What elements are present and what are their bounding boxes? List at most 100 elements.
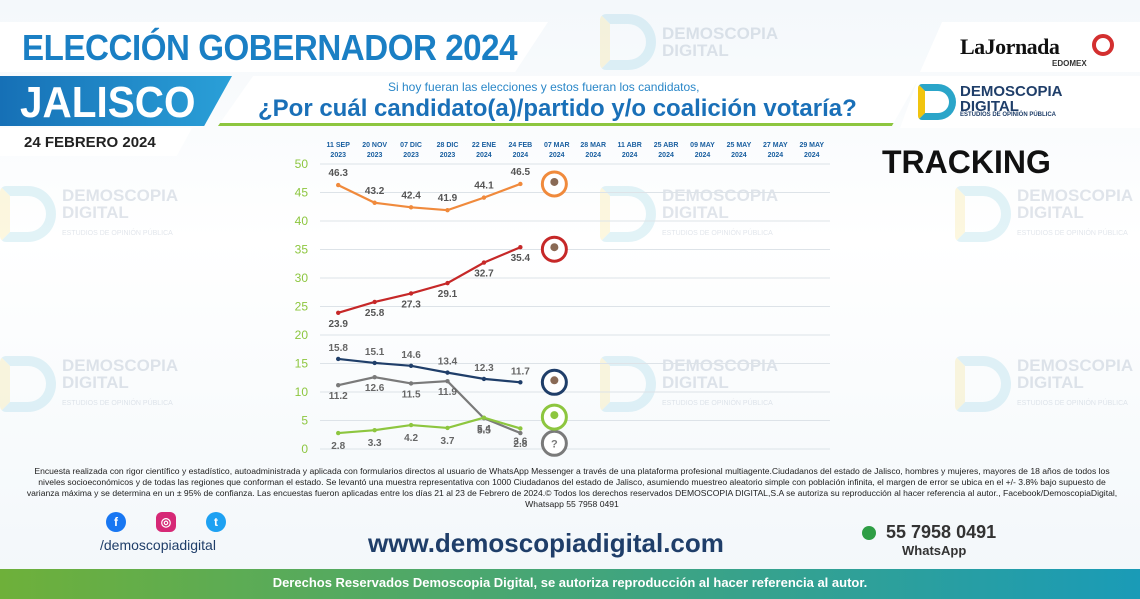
website-link[interactable]: www.demoscopiadigital.com [368,528,724,558]
data-label: 5.4 [477,424,491,435]
jornada-logo: LaJornada [960,34,1060,59]
series-line [337,246,521,314]
series-line [338,357,521,384]
x-tick-label: 25 MAY [727,142,752,149]
data-point [518,430,523,436]
footer-bar [0,569,1140,599]
watermark: DEMOSCOPIA DIGITAL ESTUDIOS DE OPINIÓN PÚB… [600,186,778,242]
whatsapp-icon [862,526,876,540]
avatar-head [550,177,559,186]
data-point [445,207,450,213]
state-band [0,76,232,126]
data-label: 11.7 [511,366,530,377]
data-label: 15.1 [365,347,385,358]
data-point [372,299,377,305]
data-point [336,430,341,436]
data-label: 46.3 [328,168,348,179]
watermark: DEMOSCOPIA DIGITAL ESTUDIOS DE OPINIÓN PÚB… [600,356,778,412]
date-band [0,128,192,156]
question-title: ¿Por cuál candidato(a)/partido y/o coali… [258,95,857,122]
data-point [336,356,341,362]
demoscopia-logo-text: DEMOSCOPIA DIGITAL [960,83,1063,115]
y-tick-label: 5 [301,414,308,428]
x-tick-label: 09 MAY [690,142,715,149]
data-label: 42.4 [401,190,421,201]
x-tick-label: 2024 [585,152,601,159]
watermark-logo-icon [600,186,656,242]
jornada-emblem-icon [1092,34,1114,56]
x-tick-label: 2024 [804,152,820,159]
y-tick-label: 50 [295,157,309,171]
data-point [481,376,487,382]
x-tick-label: 28 DIC [437,142,459,149]
whatsapp-phone[interactable]: 55 7958 0491 [886,522,997,542]
x-tick-label: 2024 [768,152,784,159]
data-label: 14.6 [401,350,421,361]
data-label: 5.5 [477,426,491,437]
social-handle[interactable]: /demoscopiadigital [100,537,216,553]
x-tick-label: 2023 [440,152,456,159]
state-name: JALISCO [20,78,196,127]
data-point [408,291,414,296]
page-title: ELECCIÓN GOBERNADOR 2024 [22,27,518,68]
x-tick-label: 2024 [513,152,529,159]
data-point [518,426,523,431]
y-tick-label: 20 [295,328,309,342]
y-tick-label: 30 [295,271,309,285]
data-point [518,245,523,250]
watermark-logo-icon [0,356,56,412]
x-tick-label: 2023 [403,152,419,159]
data-label: 11.2 [329,391,348,402]
facebook-icon[interactable]: f [106,512,126,532]
x-tick-label: 11 ABR [618,142,642,149]
x-tick-label: 2024 [731,152,747,159]
twitter-icon[interactable]: t [206,512,226,532]
data-label: 15.8 [328,343,348,354]
y-tick-label: 25 [295,300,309,314]
x-tick-label: 2024 [622,152,638,159]
data-point [481,195,487,200]
watermark: DEMOSCOPIA DIGITAL ESTUDIOS DE OPINIÓN PÚB… [955,356,1133,412]
data-point [336,382,341,388]
data-point [372,200,377,205]
data-label: 13.4 [438,357,458,368]
data-label: 35.4 [511,253,531,264]
data-label: 23.9 [328,319,348,330]
y-tick-label: 35 [295,243,309,257]
x-tick-label: 22 ENE [472,142,496,149]
data-label: 3.6 [513,436,527,447]
data-label: 46.5 [511,167,531,178]
question-mark-glyph: ? [551,438,558,450]
data-point [372,360,377,366]
data-point [481,415,487,420]
watermark: DEMOSCOPIA DIGITAL [600,14,778,70]
series-line [337,376,521,435]
instagram-icon[interactable]: ◎ [156,512,176,532]
demoscopia-logo-icon [918,84,956,120]
data-point [445,425,450,431]
data-label: 29.1 [438,289,458,300]
data-label: 12.6 [365,383,385,394]
whatsapp-label: WhatsApp [902,543,967,558]
watermark-logo-icon [600,14,656,70]
x-tick-label: 27 MAY [763,142,788,149]
data-point [518,380,523,385]
x-tick-label: 20 NOV [362,142,387,149]
data-point [445,378,450,384]
data-label: 11.9 [438,387,457,398]
watermark-logo-icon [600,356,656,412]
data-label: 25.8 [365,308,385,319]
x-tick-label: 29 MAY [799,142,824,149]
data-point [481,260,487,265]
x-tick-label: 2023 [367,152,383,159]
demoscopia-logo-tag: ESTUDIOS DE OPINIÓN PÚBLICA [960,112,1057,118]
methodology-note: Encuesta realizada con rigor científico … [26,466,1118,509]
y-tick-label: 15 [295,357,309,371]
data-label: 27.3 [401,299,421,310]
x-tick-label: 2024 [695,152,711,159]
footer-rights: Derechos Reservados Demoscopia Digital, … [272,575,868,590]
tracking-label: TRACKING [882,144,1051,180]
avatar-head [550,243,559,252]
series-line [337,182,521,212]
data-point [336,310,341,315]
